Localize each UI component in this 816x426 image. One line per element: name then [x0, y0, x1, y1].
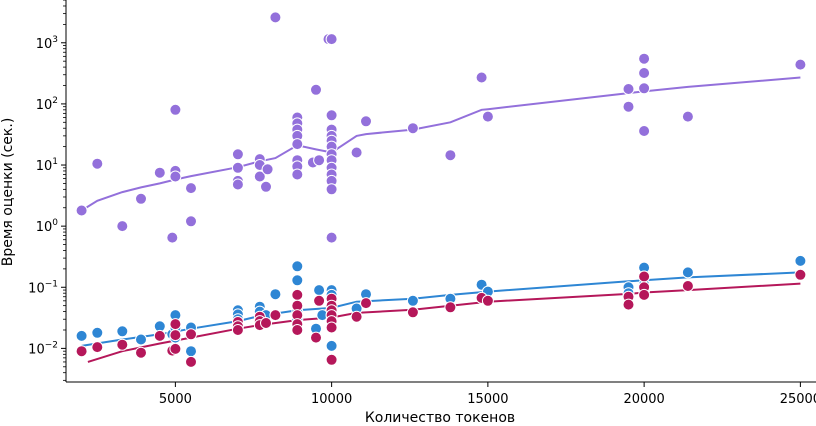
data-point-purple — [406, 122, 419, 135]
data-point-purple — [166, 231, 179, 244]
data-point-purple — [269, 11, 282, 24]
data-point-crimson — [622, 298, 635, 311]
data-point-purple — [794, 58, 807, 71]
y-tick-label: 10−2 — [28, 340, 58, 357]
data-point-crimson — [169, 318, 182, 331]
data-point-crimson — [75, 345, 88, 358]
data-point-crimson — [638, 270, 651, 283]
data-point-purple — [681, 110, 694, 123]
data-point-crimson — [325, 321, 338, 334]
data-point-purple — [360, 115, 372, 128]
data-point-crimson — [291, 288, 304, 301]
x-tick-label: 20000 — [623, 392, 664, 407]
data-point-purple — [638, 82, 651, 95]
y-tick-label: 100 — [36, 218, 59, 235]
data-point-purple — [350, 146, 363, 159]
data-point-crimson — [135, 346, 147, 359]
data-point-purple — [253, 170, 266, 183]
data-point-purple — [231, 178, 244, 191]
data-point-crimson — [350, 310, 363, 323]
data-point-blue — [269, 288, 282, 301]
y-tick-label: 103 — [36, 35, 58, 52]
data-point-purple — [169, 103, 182, 116]
data-point-crimson — [260, 317, 272, 329]
data-point-crimson — [185, 328, 197, 341]
x-axis-title: Количество токенов — [365, 410, 515, 426]
data-point-crimson — [116, 338, 129, 351]
data-point-crimson — [91, 341, 104, 354]
data-point-crimson — [269, 309, 282, 322]
data-point-blue — [75, 329, 88, 342]
data-point-crimson — [291, 324, 304, 336]
x-tick-label: 5000 — [159, 392, 192, 407]
data-point-crimson — [153, 329, 166, 342]
data-point-blue — [135, 333, 147, 346]
data-point-crimson — [310, 331, 322, 344]
data-point-purple — [291, 168, 304, 181]
data-point-purple — [91, 157, 104, 170]
y-axis-title: Время оценки (сек.) — [0, 118, 16, 267]
data-point-blue — [313, 284, 326, 297]
data-point-purple — [231, 148, 244, 161]
data-point-purple — [444, 149, 457, 162]
data-point-blue — [325, 339, 338, 352]
data-point-crimson — [169, 329, 182, 342]
data-point-blue — [291, 274, 304, 287]
data-point-blue — [91, 326, 104, 339]
data-point-purple — [313, 154, 326, 167]
y-tick-label: 10−1 — [28, 279, 58, 296]
data-point-crimson — [313, 294, 326, 307]
data-point-purple — [638, 52, 651, 65]
data-point-purple — [260, 180, 272, 193]
data-point-crimson — [681, 280, 694, 292]
data-point-crimson — [638, 288, 651, 301]
data-point-blue — [406, 294, 419, 307]
data-point-purple — [325, 33, 338, 46]
data-point-purple — [116, 220, 129, 233]
data-point-purple — [135, 192, 147, 205]
trend-line-purple — [81, 76, 801, 212]
data-point-purple — [75, 204, 88, 217]
data-point-purple — [325, 231, 338, 244]
x-axis-ticks: 5000 10000 15000 20000 25000 — [159, 382, 816, 407]
y-tick-label: 102 — [36, 96, 58, 113]
y-axis-ticks: 10−2 10−1 100 101 102 103 — [28, 0, 66, 381]
data-point-crimson — [794, 268, 807, 281]
data-point-blue — [681, 266, 694, 279]
data-point-blue — [116, 325, 129, 338]
data-point-crimson — [325, 353, 338, 366]
data-point-blue — [794, 254, 807, 267]
data-point-crimson — [231, 324, 244, 336]
data-point-purple — [185, 182, 197, 195]
data-point-crimson — [444, 301, 457, 314]
data-point-purple — [231, 161, 244, 174]
x-tick-label: 15000 — [467, 392, 508, 407]
data-point-purple — [291, 138, 304, 151]
data-point-blue — [291, 260, 304, 273]
data-points — [75, 11, 807, 368]
data-point-purple — [310, 83, 322, 96]
data-point-purple — [325, 183, 338, 196]
y-tick-label: 101 — [36, 157, 58, 174]
data-point-crimson — [185, 355, 197, 368]
data-point-crimson — [406, 306, 419, 319]
data-point-purple — [622, 83, 635, 95]
data-point-purple — [185, 215, 197, 228]
data-point-purple — [153, 166, 166, 179]
data-point-purple — [638, 125, 651, 137]
data-point-blue — [185, 345, 197, 358]
data-point-crimson — [169, 342, 182, 355]
data-point-purple — [638, 67, 651, 79]
data-point-purple — [169, 170, 182, 183]
data-point-purple — [325, 109, 338, 122]
data-point-purple — [622, 100, 635, 113]
data-point-purple — [261, 163, 274, 176]
x-tick-label: 25000 — [780, 392, 816, 407]
data-point-crimson — [481, 294, 494, 307]
data-point-crimson — [360, 297, 372, 310]
data-point-purple — [481, 110, 494, 123]
x-tick-label: 10000 — [311, 392, 352, 407]
data-point-purple — [475, 71, 488, 84]
